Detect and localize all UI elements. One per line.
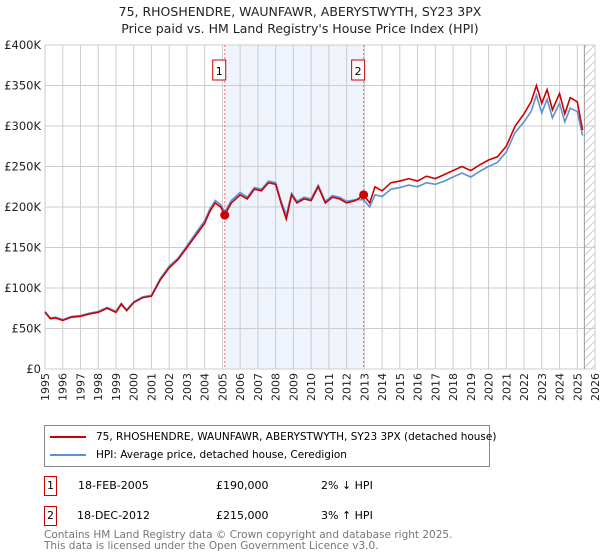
x-tick-label: 2015 <box>394 373 407 401</box>
legend-label-hpi: HPI: Average price, detached house, Cere… <box>96 449 347 461</box>
x-tick-label: 2000 <box>128 373 141 401</box>
legend-label-price: 75, RHOSHENDRE, WAUNFAWR, ABERYSTWYTH, S… <box>96 431 497 443</box>
chart-title: 75, RHOSHENDRE, WAUNFAWR, ABERYSTWYTH, S… <box>118 4 482 19</box>
sale-point <box>359 190 369 200</box>
x-tick-label: 1998 <box>92 373 105 401</box>
x-tick-label: 2026 <box>589 373 600 401</box>
x-tick-label: 2017 <box>429 373 442 401</box>
x-tick-label: 2003 <box>181 373 194 401</box>
y-tick-label: £400K <box>4 38 41 52</box>
footer: Contains HM Land Registry data © Crown c… <box>44 530 452 552</box>
x-tick-label: 2010 <box>305 373 318 401</box>
x-tick-label: 2002 <box>163 373 176 401</box>
footer-copyright: Contains HM Land Registry data © Crown c… <box>44 529 453 541</box>
sale-point <box>220 210 230 220</box>
legend-item-price: 75, RHOSHENDRE, WAUNFAWR, ABERYSTWYTH, S… <box>45 429 496 445</box>
price-chart: 1995 1996 1997 1998 1999 2000 2001 2002 2003 2004… <box>4 38 600 401</box>
x-tick-label: 1997 <box>74 373 87 401</box>
transaction-row: 1 18-FEB-2005 £190,000 2% ↓ HPI <box>44 476 544 496</box>
transaction-date: 18-FEB-2005 <box>78 479 149 492</box>
x-tick-label: 2006 <box>234 373 247 401</box>
x-tick-label: 2023 <box>536 373 549 401</box>
sale-badge-label: 1 <box>216 65 223 78</box>
x-tick-label: 2005 <box>216 373 229 401</box>
x-tick-label: 2018 <box>447 373 460 401</box>
legend-swatch-hpi <box>50 454 86 456</box>
y-tick-label: £50K <box>12 322 42 336</box>
x-tick-label: 1995 <box>39 373 52 401</box>
transaction-badge: 1 <box>44 476 57 496</box>
legend-swatch-price <box>50 436 86 438</box>
x-tick-label: 2022 <box>518 373 531 401</box>
x-tick-label: 2004 <box>199 373 212 401</box>
transaction-date: 18-DEC-2012 <box>77 509 151 522</box>
transaction-price: £215,000 <box>216 509 269 522</box>
x-tick-label: 2008 <box>270 373 283 401</box>
price-line <box>44 82 584 322</box>
transaction-row: 2 18-DEC-2012 £215,000 3% ↑ HPI <box>44 506 544 526</box>
legend: 75, RHOSHENDRE, WAUNFAWR, ABERYSTWYTH, S… <box>44 425 496 467</box>
sale-badge-box <box>351 59 366 81</box>
x-tick-label: 2014 <box>376 373 389 401</box>
transaction-hpi: 2% ↓ HPI <box>321 479 373 492</box>
x-tick-label: 2020 <box>483 373 496 401</box>
x-tick-label: 2025 <box>571 373 584 401</box>
chart-subtitle: Price paid vs. HM Land Registry's House … <box>121 21 479 36</box>
x-tick-label: 2021 <box>500 373 513 401</box>
y-tick-label: £300K <box>4 119 41 133</box>
sale-badge-label: 2 <box>355 65 362 78</box>
y-tick-label: £100K <box>4 281 41 295</box>
transaction-hpi: 3% ↑ HPI <box>321 509 373 522</box>
transaction-badge: 2 <box>44 506 57 526</box>
y-tick-label: £0 <box>26 362 41 376</box>
x-tick-label: 2024 <box>554 373 567 401</box>
x-tick-label: 2019 <box>465 373 478 401</box>
x-tick-label: 2007 <box>252 373 265 401</box>
sale-badge-box <box>212 59 227 81</box>
legend-item-hpi: HPI: Average price, detached house, Cere… <box>45 447 347 463</box>
y-tick-label: £150K <box>4 241 41 255</box>
x-tick-label: 1996 <box>57 373 70 401</box>
y-tick-label: £200K <box>4 200 41 214</box>
x-tick-label: 2009 <box>287 373 300 401</box>
transaction-price: £190,000 <box>216 479 269 492</box>
footer-licence: This data is licensed under the Open Gov… <box>44 540 379 552</box>
x-tick-label: 2013 <box>358 373 371 401</box>
x-tick-label: 2012 <box>341 373 354 401</box>
y-tick-label: £250K <box>4 160 41 174</box>
y-tick-label: £350K <box>4 79 41 93</box>
x-tick-label: 2016 <box>412 373 425 401</box>
x-tick-label: 1999 <box>110 373 123 401</box>
x-tick-label: 2001 <box>145 373 158 401</box>
x-tick-label: 2011 <box>323 373 336 401</box>
